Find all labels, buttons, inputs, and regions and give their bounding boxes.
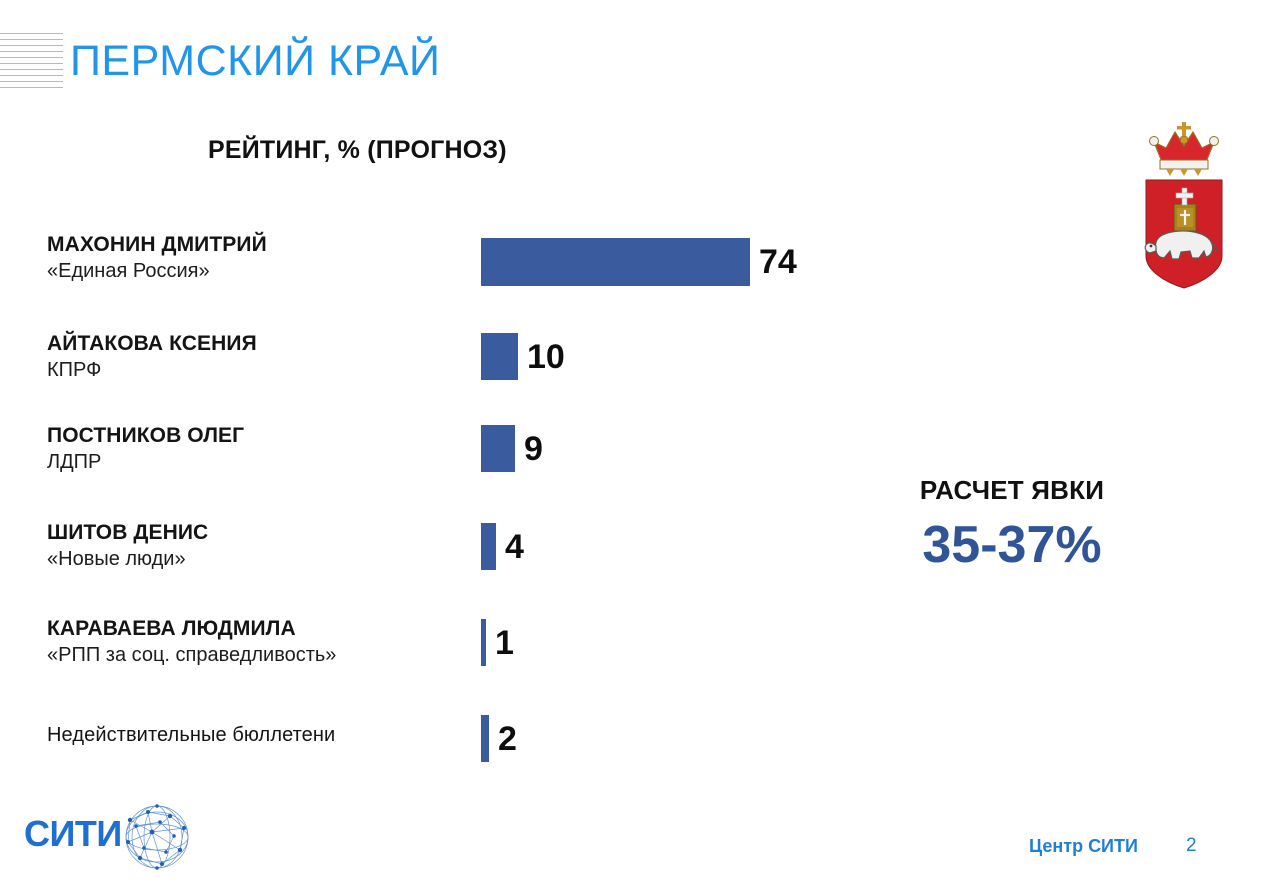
row-label-group: ШИТОВ ДЕНИС «Новые люди» [47, 520, 467, 573]
row-label-group: АЙТАКОВА КСЕНИЯ КПРФ [47, 331, 467, 384]
footer-brand: Центр СИТИ [1029, 836, 1138, 856]
bar-group: 2 [481, 715, 517, 762]
candidate-party: «РПП за соц. справедливость» [47, 644, 337, 666]
bar-value-label: 74 [759, 243, 797, 281]
bar-group: 9 [481, 425, 543, 472]
candidate-party: «Единая Россия» [47, 260, 210, 282]
bar-group: 4 [481, 523, 524, 570]
bar [481, 523, 496, 570]
row-label-group: МАХОНИН ДМИТРИЙ «Единая Россия» [47, 232, 467, 285]
bar [481, 238, 750, 286]
page-title: ПЕРМСКИЙ КРАЙ [70, 37, 441, 85]
row-label-group: КАРАВАЕВА ЛЮДМИЛА «РПП за соц. справедли… [47, 616, 467, 669]
siti-logo: СИТИ [18, 800, 208, 872]
row-label-group: ПОСТНИКОВ ОЛЕГ ЛДПР [47, 423, 467, 476]
turnout-block: РАСЧЕТ ЯВКИ 35-37% [862, 474, 1162, 576]
candidate-party: КПРФ [47, 359, 102, 381]
row-label-group: Недействительные бюллетени [47, 722, 467, 748]
bar [481, 425, 515, 472]
candidate-name: МАХОНИН ДМИТРИЙ [47, 233, 267, 256]
bar-value-label: 4 [505, 527, 524, 566]
perm-krai-coat-of-arms-icon [1136, 118, 1232, 290]
candidate-name: Недействительные бюллетени [47, 724, 336, 746]
page-number: 2 [1186, 835, 1197, 856]
bar [481, 333, 518, 380]
bar-value-label: 9 [524, 429, 543, 468]
bar-value-label: 2 [498, 719, 517, 758]
bar-group: 10 [481, 333, 565, 380]
header-stripe-decoration [0, 33, 63, 90]
turnout-label: РАСЧЕТ ЯВКИ [919, 475, 1105, 505]
network-globe-icon [122, 802, 192, 872]
bar [481, 619, 486, 666]
candidate-name: КАРАВАЕВА ЛЮДМИЛА [47, 617, 296, 640]
candidate-name: АЙТАКОВА КСЕНИЯ [47, 332, 257, 355]
bar [481, 715, 489, 762]
chart-title: РЕЙТИНГ, % (ПРОГНОЗ) [208, 136, 507, 164]
candidate-name: ШИТОВ ДЕНИС [47, 521, 209, 544]
logo-text: СИТИ [24, 813, 122, 854]
candidate-party: «Новые люди» [47, 548, 186, 570]
turnout-value: 35-37% [922, 516, 1102, 574]
bar-value-label: 1 [495, 623, 514, 662]
bar-group: 74 [481, 238, 797, 286]
candidate-party: ЛДПР [47, 451, 102, 473]
bar-value-label: 10 [527, 337, 565, 376]
candidate-name: ПОСТНИКОВ ОЛЕГ [47, 424, 245, 447]
bar-group: 1 [481, 619, 514, 666]
